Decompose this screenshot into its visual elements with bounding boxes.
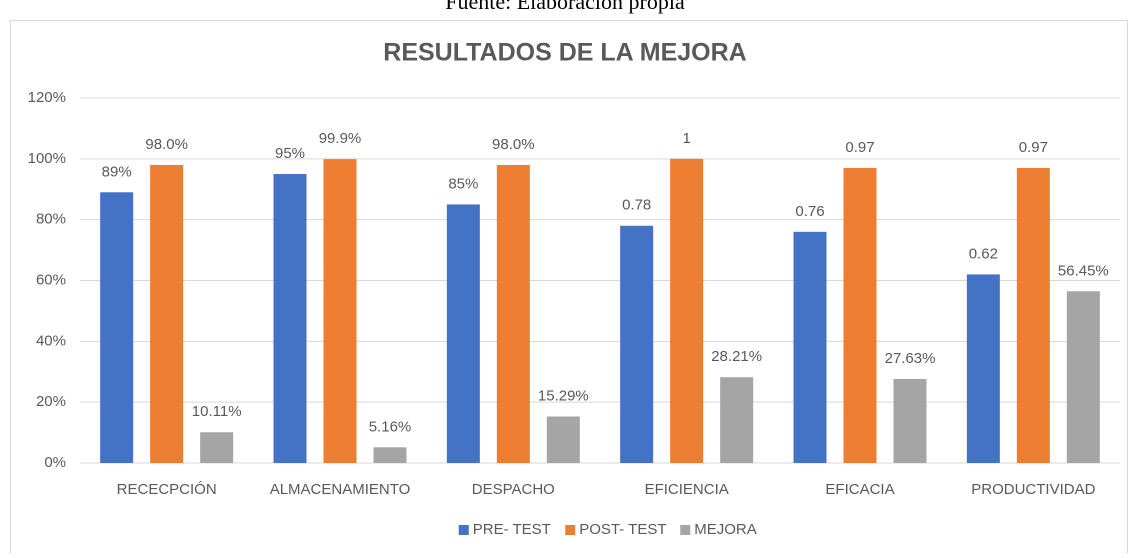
source-note: Fuente: Elaboración propia	[445, 0, 685, 14]
legend-swatch	[458, 525, 469, 535]
data-label: 99.9%	[319, 130, 362, 147]
bar	[670, 158, 704, 464]
bar	[200, 432, 234, 463]
bar	[1016, 167, 1050, 464]
legend-swatch	[680, 525, 691, 535]
legend-swatch	[565, 525, 576, 535]
bar	[373, 447, 407, 463]
bar	[1066, 291, 1100, 463]
bar	[546, 416, 580, 463]
data-label: 0.62	[969, 245, 998, 262]
data-label: 15.29%	[538, 387, 589, 404]
y-tick-label: 20%	[36, 393, 66, 410]
y-tick-label: 100%	[28, 150, 66, 167]
x-tick-label: EFICACIA	[825, 481, 894, 498]
bar	[793, 231, 827, 463]
x-tick-label: DESPACHO	[472, 481, 555, 498]
data-label: 95%	[275, 145, 305, 162]
bar	[966, 274, 1000, 463]
data-label: 85%	[448, 175, 478, 192]
data-label: 5.16%	[369, 418, 412, 435]
x-tick-label: ALMACENAMIENTO	[270, 481, 411, 498]
y-tick-label: 40%	[36, 332, 66, 349]
data-label: 98.0%	[492, 136, 535, 153]
chart-title: RESULTADOS DE LA MEJORA	[383, 39, 746, 67]
data-label: 1	[682, 130, 690, 147]
x-tick-label: RECECPCIÓN	[117, 481, 217, 498]
data-label: 89%	[102, 163, 132, 180]
legend-label: MEJORA	[694, 521, 757, 538]
data-label: 56.45%	[1058, 262, 1109, 279]
bar	[720, 377, 754, 463]
y-tick-label: 0%	[44, 454, 66, 471]
bar	[620, 225, 654, 463]
data-label: 27.63%	[885, 350, 936, 367]
y-tick-label: 80%	[36, 211, 66, 228]
bar	[496, 164, 530, 463]
chart-border	[10, 20, 1128, 558]
bar	[273, 174, 307, 463]
data-label: 10.11%	[192, 403, 242, 420]
bar	[150, 164, 184, 463]
data-label: 0.76	[795, 203, 824, 220]
bar	[100, 192, 134, 463]
bar	[446, 204, 480, 464]
x-tick-label: EFICIENCIA	[645, 481, 729, 498]
data-label: 28.21%	[711, 348, 762, 365]
data-label: 0.97	[845, 139, 874, 156]
x-tick-label: PRODUCTIVIDAD	[971, 481, 1095, 498]
y-tick-label: 120%	[28, 89, 66, 106]
legend-label: PRE- TEST	[473, 521, 551, 538]
y-tick-label: 60%	[36, 271, 66, 288]
bar	[843, 167, 877, 464]
data-label: 98.0%	[145, 136, 188, 153]
bar	[323, 159, 357, 463]
data-label: 0.78	[622, 197, 651, 214]
data-label: 0.97	[1019, 139, 1048, 156]
legend-label: POST- TEST	[579, 521, 666, 538]
bar	[893, 378, 927, 463]
